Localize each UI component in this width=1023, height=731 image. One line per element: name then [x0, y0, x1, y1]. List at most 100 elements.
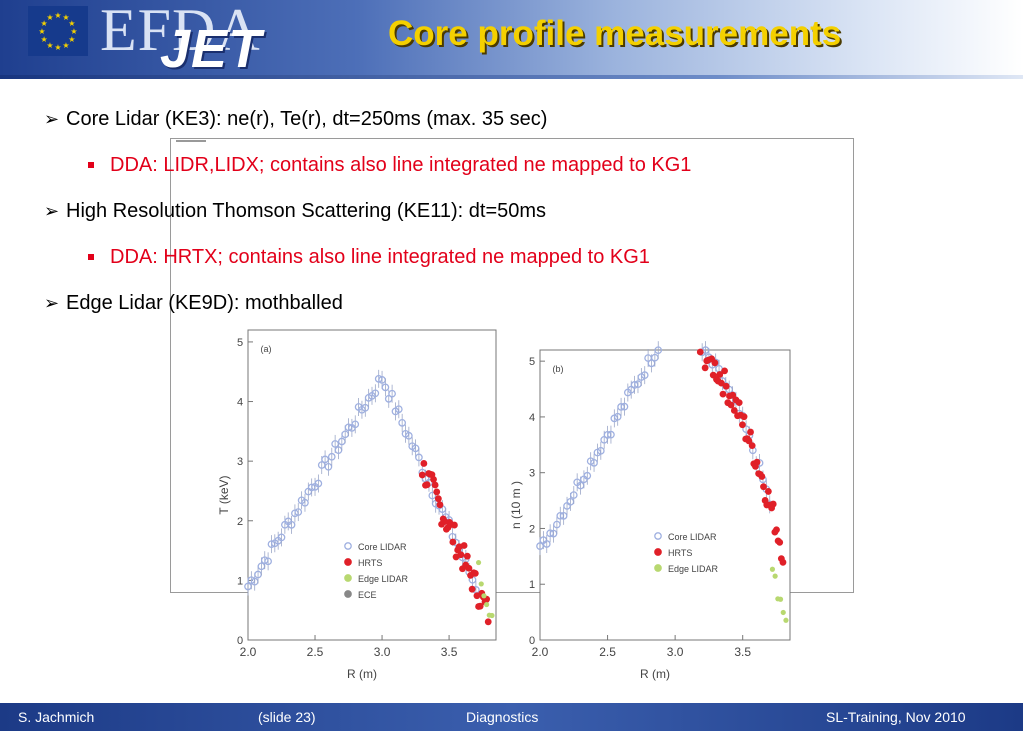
- footer-slide-number: (slide 23): [258, 709, 316, 725]
- edge-lidar-point: [489, 612, 495, 619]
- core-lidar-point: [559, 512, 568, 520]
- x-tick-label: 2.5: [599, 645, 616, 659]
- y-tick-label: 5: [529, 356, 535, 368]
- edge-lidar-point: [769, 566, 776, 572]
- edge-lidar-point: [478, 581, 484, 587]
- hrts-point: [722, 382, 730, 390]
- hrts-point: [711, 359, 719, 367]
- core-lidar-point: [287, 520, 296, 529]
- legend-marker: [344, 542, 352, 550]
- legend-marker: [654, 564, 662, 572]
- hrts-point: [730, 407, 738, 414]
- core-lidar-point: [569, 491, 578, 499]
- hrts-point: [719, 390, 727, 398]
- y-tick-label: 3: [529, 468, 535, 480]
- x-tick-label: 3.5: [441, 645, 458, 659]
- eu-star-icon: ★: [70, 27, 77, 36]
- bullet-text: Core Lidar (KE3): ne(r), Te(r), dt=250ms…: [66, 107, 548, 130]
- hrts-point: [433, 488, 441, 496]
- hrts-point: [773, 526, 780, 534]
- eu-star-icon: ★: [54, 43, 61, 52]
- sub-bullet-2: DDA: HRTX; contains also line integrated…: [44, 234, 874, 280]
- core-lidar-point: [327, 452, 336, 461]
- edge-lidar-point: [783, 617, 789, 623]
- legend-label: Core LIDAR: [358, 542, 407, 552]
- hrts-point: [747, 428, 754, 436]
- eu-star-icon: ★: [41, 35, 48, 44]
- eu-star-icon: ★: [62, 13, 69, 22]
- x-tick-label: 3.0: [374, 645, 391, 659]
- core-lidar-point: [294, 508, 303, 516]
- footer-topic: Diagnostics: [466, 709, 539, 725]
- hrts-point: [449, 538, 457, 546]
- eu-star-icon: ★: [62, 41, 69, 50]
- core-lidar-point: [583, 471, 592, 480]
- panel-tag: (b): [553, 364, 564, 374]
- core-lidar-point: [590, 458, 598, 467]
- edge-lidar-point: [780, 609, 786, 616]
- eu-star-icon: ★: [38, 27, 45, 36]
- y-tick-label: 5: [237, 337, 243, 349]
- core-lidar-point: [542, 540, 551, 548]
- core-lidar-point: [596, 446, 605, 455]
- panel-tag: (a): [261, 344, 272, 354]
- hrts-point: [717, 379, 725, 387]
- core-lidar-point: [381, 383, 390, 392]
- eu-star-icon: ★: [46, 13, 53, 22]
- jet-logo-text: JET: [160, 19, 263, 79]
- y-axis-label: T (keV): [218, 475, 231, 514]
- bullet-text: High Resolution Thomson Scattering (KE11…: [66, 199, 547, 222]
- core-lidar-point: [549, 529, 558, 538]
- legend-label: ECE: [358, 590, 377, 600]
- footer-event: SL-Training, Nov 2010: [826, 709, 966, 725]
- core-lidar-point: [324, 462, 333, 471]
- hrts-point: [431, 481, 439, 489]
- frame-mark: [176, 140, 206, 142]
- y-tick-label: 0: [529, 635, 535, 647]
- eu-star-icon: ★: [41, 19, 48, 28]
- hrts-point: [468, 585, 476, 593]
- slide-footer: S. Jachmich (slide 23) Diagnostics SL-Tr…: [0, 703, 1023, 731]
- core-lidar-point: [398, 418, 407, 427]
- hrts-point: [434, 495, 442, 503]
- arrow-bullet-icon: ➢: [44, 108, 60, 129]
- core-lidar-point: [301, 498, 309, 507]
- core-lidar-point: [388, 389, 396, 398]
- hrts-point: [729, 391, 737, 399]
- legend-marker: [344, 558, 352, 566]
- hrts-point: [696, 348, 704, 356]
- x-tick-label: 2.0: [240, 645, 257, 659]
- plot-frame: [539, 349, 791, 641]
- square-bullet-icon: [88, 162, 94, 168]
- hrts-point: [430, 476, 437, 483]
- bullet-1: ➢ Core Lidar (KE3): ne(r), Te(r), dt=250…: [44, 96, 874, 142]
- eu-star-icon: ★: [68, 19, 75, 28]
- core-lidar-point: [654, 346, 663, 355]
- plot-frame: [247, 329, 497, 641]
- slide-title: Core profile measurements: [388, 14, 842, 53]
- core-lidar-point: [607, 430, 615, 439]
- hrts-point: [484, 618, 492, 626]
- x-tick-label: 2.5: [307, 645, 324, 659]
- efda-logo-text: EFDA: [100, 0, 261, 63]
- profile-plots-svg: 0 1 2 3 4 5 2.0 2.5 3.0 3.5 (a) R (m) T (keV) Core LI…: [217, 329, 791, 681]
- core-lidar-point: [277, 533, 286, 542]
- profile-figure: 0 1 2 3 4 5 2.0 2.5 3.0 3.5 (a) R (m) T (keV) Core LI…: [217, 322, 798, 692]
- hrts-point: [758, 473, 766, 480]
- edge-lidar-point: [777, 596, 784, 602]
- core-lidar-point: [411, 444, 420, 453]
- hrts-point: [457, 551, 465, 559]
- y-axis-label: n (10 m ): [509, 481, 523, 529]
- eu-star-icon: ★: [46, 41, 53, 50]
- hrts-point: [769, 500, 777, 508]
- core-lidar-point: [620, 402, 629, 411]
- hrts-point: [735, 399, 743, 407]
- x-tick-label: 3.5: [734, 645, 751, 659]
- hrts-point: [721, 367, 728, 375]
- square-bullet-icon: [88, 254, 94, 260]
- y-tick-label: 2: [237, 516, 243, 528]
- core-lidar-point: [371, 389, 380, 398]
- hrts-point: [753, 458, 761, 466]
- core-lidar-point: [264, 557, 272, 566]
- eu-flag-logo: ★ ★ ★ ★ ★ ★ ★ ★ ★ ★ ★ ★: [28, 6, 88, 56]
